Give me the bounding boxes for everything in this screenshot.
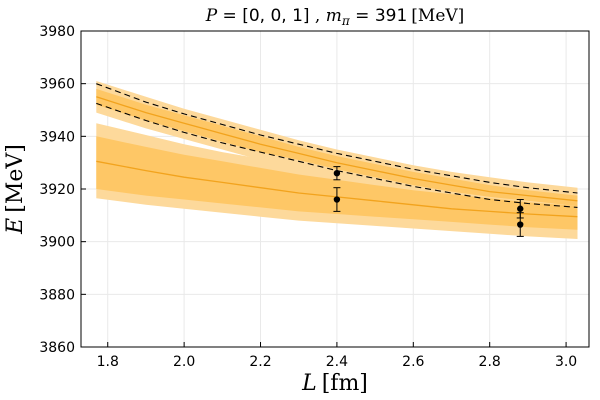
x-tick-label: 2.4 <box>326 354 348 370</box>
title-p-symbol: P <box>205 6 218 26</box>
y-tick-label: 3940 <box>39 129 75 145</box>
x-tick-label: 2.2 <box>249 354 271 370</box>
y-axis-label: E [MeV] <box>3 144 28 235</box>
point-marker <box>333 170 341 177</box>
y-tick-label: 3960 <box>39 77 75 93</box>
data-point <box>516 212 524 237</box>
y-tick-label: 3880 <box>39 287 75 303</box>
center-line-0 <box>96 96 578 202</box>
y-tick-label: 3980 <box>39 24 75 40</box>
title-m-value: 391 <box>375 6 407 26</box>
x-tick-label: 1.8 <box>97 354 119 370</box>
x-axis-symbol: L <box>301 371 317 396</box>
title-m-symbol: m <box>326 6 342 26</box>
title-separator: , <box>310 6 326 26</box>
title-m-equals: = <box>350 6 375 26</box>
point-marker <box>517 221 524 228</box>
chart-title: P = [0, 0, 1] , mπ = 391 [MeV] <box>205 6 465 28</box>
dashed-line-1 <box>96 102 578 208</box>
point-marker <box>333 196 341 203</box>
x-axis-unit: [fm] <box>322 371 368 396</box>
title-p-value: [0, 0, 1] <box>242 6 309 26</box>
data-point <box>333 187 341 212</box>
y-axis-symbol: E <box>3 218 28 235</box>
axis-ticks: 1.8 2.0 2.2 2.4 2.6 2.8 3.0 3860 3880 3900 3920 394… <box>39 24 577 370</box>
x-axis-label: L [fm] <box>301 371 368 396</box>
point-marker <box>517 205 524 212</box>
band-inner-0 <box>96 88 578 207</box>
x-tick-label: 3.0 <box>555 354 577 370</box>
y-axis-unit: [MeV] <box>3 144 28 213</box>
x-tick-label: 2.8 <box>479 354 501 370</box>
confidence-bands <box>96 81 578 239</box>
y-tick-label: 3920 <box>39 182 75 198</box>
data-point <box>333 166 341 181</box>
dashed-line-0 <box>96 83 578 194</box>
y-tick-label: 3900 <box>39 235 75 251</box>
y-tick-label: 3860 <box>39 340 75 356</box>
x-tick-label: 2.0 <box>173 354 195 370</box>
data-points <box>333 166 524 237</box>
band-inner-1 <box>96 136 578 230</box>
title-m-subscript: π <box>341 14 351 28</box>
x-tick-label: 2.6 <box>402 354 424 370</box>
title-equals: = <box>217 6 242 26</box>
title-m-unit: [MeV] <box>411 6 464 26</box>
